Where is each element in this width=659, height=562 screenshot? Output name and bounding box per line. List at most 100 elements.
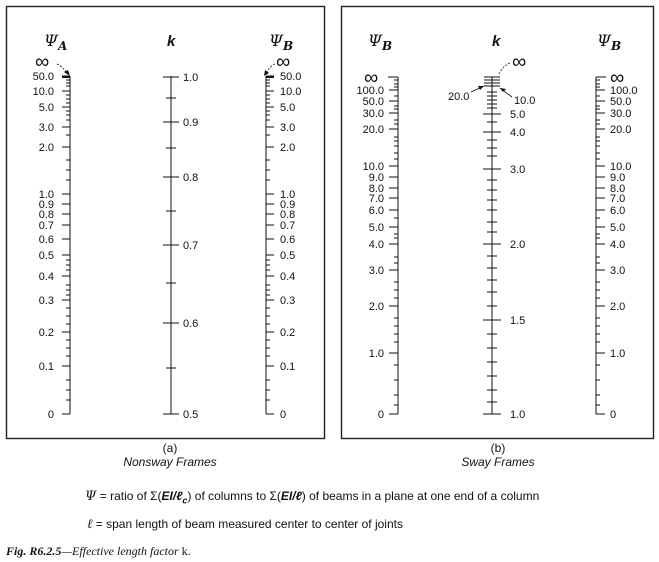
panel-b-psi-a-label: 7.0	[369, 193, 384, 205]
panel-b-psi-a-label: 4.0	[369, 239, 384, 251]
panel-a-psi-b-label: 0.8	[280, 209, 295, 221]
panel-a-psi-a-label: 3.0	[39, 122, 54, 134]
panel-a-k-label: 0.5	[183, 409, 198, 421]
panel-b-psi-b-label: 30.0	[610, 108, 631, 120]
panel-b-psi-a-label: 30.0	[363, 108, 384, 120]
panel-b-psi-b-label: 10.0	[610, 161, 631, 173]
panel-b-psi-b-label: 7.0	[610, 193, 625, 205]
panel-a-k-header: k	[167, 33, 176, 50]
panel-b-caption-letter: (b)	[490, 441, 506, 455]
legend-psi-sub-1: c	[182, 495, 188, 506]
panel-a-psi-b-label: 5.0	[280, 102, 295, 114]
panel-a-psi-a-label: 5.0	[39, 102, 54, 114]
panel-b-psi-b-ticks	[596, 76, 606, 415]
panel-a-psi-a-label: 0.2	[39, 327, 54, 339]
panel-b-frame	[340, 5, 655, 440]
panel-a-psi-b-ticks	[266, 75, 274, 415]
panel-a-psi-b-label: 0.2	[280, 327, 295, 339]
panel-a-k-label: 0.6	[183, 318, 198, 330]
panel-a-k-label: 1.0	[183, 72, 198, 84]
legend-psi-definition: Ψ = ratio of Σ(EI/ℓc) of columns to Σ(EI…	[85, 489, 539, 505]
panel-b-psi-b-label: 5.0	[610, 222, 625, 234]
panel-b-psi-a-label: 1.0	[369, 348, 384, 360]
panel-a-psi-b-label: 0.4	[280, 271, 295, 283]
panel-a-psi-a-label: 0	[48, 409, 54, 421]
panel-b-k-10-arrowhead	[500, 88, 506, 92]
panel-a-psi-a-label: 0.4	[39, 271, 54, 283]
panel-b-infinity-right: ∞	[610, 67, 624, 89]
panel-b-psi-b-labels: 100.0 50.0 30.0 20.0 10.0 9.0 8.0 7.0 6.…	[610, 85, 638, 421]
panel-a-k-label: 0.8	[183, 172, 198, 184]
panel-a-psi-b-label: 0.6	[280, 234, 295, 246]
panel-b-psi-b-header: ΨB	[597, 31, 621, 53]
panel-a-psi-b-labels: 50.0 10.0 5.0 3.0 2.0 1.0 0.9 0.8 0.7 0.…	[280, 71, 301, 421]
panel-a-psi-b-label: 10.0	[280, 86, 301, 98]
panel-a-psi-a-label: 50.0	[33, 71, 54, 83]
legend-psi-text-3: ) of beams in a plane at one end of a co…	[301, 489, 540, 503]
panel-b-psi-a-label: 20.0	[363, 124, 384, 136]
panel-b-caption: (b) Sway Frames	[438, 441, 558, 469]
legend-ell-equals: =	[95, 517, 103, 531]
panel-b-k-leader	[498, 62, 511, 75]
panel-a-psi-b-label: 50.0	[280, 71, 301, 83]
panel-a-psi-b-label: 0.1	[280, 361, 295, 373]
panel-a-psi-a-label: 0.6	[39, 234, 54, 246]
panel-a-frame	[5, 5, 326, 440]
panel-a-psi-b-label: 3.0	[280, 122, 295, 134]
legend-psi-bold-1: EI/ℓ	[161, 489, 183, 503]
legend-ell-definition: ℓ = span length of beam measured center …	[87, 516, 403, 532]
panel-b-k-label: 3.0	[510, 164, 525, 176]
panel-b-psi-b-label: 3.0	[610, 265, 625, 277]
panel-a-psi-b-label: 0.9	[280, 199, 295, 211]
panel-b-psi-b-label: 0	[610, 409, 616, 421]
panel-a-caption-letter: (a)	[162, 441, 178, 455]
panel-b-k-label: 1.5	[510, 315, 525, 327]
panel-b-psi-a-labels: 100.0 50.0 30.0 20.0 10.0 9.0 8.0 7.0 6.…	[356, 85, 384, 421]
panel-b-k-ticks	[483, 91, 501, 415]
panel-a-k-labels: 1.0 0.9 0.8 0.7 0.6 0.5	[183, 72, 198, 421]
panel-b-psi-b-label: 1.0	[610, 348, 625, 360]
panel-b-psi-a-header: ΨB	[368, 31, 392, 53]
legend-psi-equals: =	[99, 489, 107, 503]
panel-b-psi-a-ticks	[388, 76, 398, 415]
panel-a-infinity-right: ∞	[276, 51, 290, 73]
legend-psi-text-2: ) of columns to Σ(	[187, 489, 281, 503]
panel-b-infinity-left: ∞	[364, 67, 378, 89]
panel-b-psi-a-label: 8.0	[369, 183, 384, 195]
figure-caption-text: —Effective length factor	[61, 544, 182, 558]
figure-caption-k: k.	[181, 544, 191, 558]
panel-a-psi-b-label: 2.0	[280, 142, 295, 154]
panel-b-psi-b-label: 100.0	[610, 85, 638, 97]
panel-a-psi-b-label: 1.0	[280, 189, 295, 201]
panel-a-right-leader	[266, 63, 276, 73]
panel-b-psi-a-label: 2.0	[369, 301, 384, 313]
panel-a-psi-a-label: 0.1	[39, 361, 54, 373]
panel-a-k-label: 0.9	[183, 117, 198, 129]
panel-b-k-label: 5.0	[510, 109, 525, 121]
panel-b-psi-b-label: 8.0	[610, 183, 625, 195]
panel-b-psi-a-label: 9.0	[369, 172, 384, 184]
panel-b-psi-b-label: 6.0	[610, 205, 625, 217]
legend-ell-symbol: ℓ	[87, 517, 93, 532]
panel-a-k-ticks	[163, 76, 179, 415]
panel-a-left-arrowhead	[64, 70, 70, 76]
panel-a-caption: (a) Nonsway Frames	[110, 441, 230, 469]
panel-b-psi-b-label: 20.0	[610, 124, 631, 136]
panel-b-k-label: 1.0	[510, 409, 525, 421]
panel-a-psi-b-header: ΨB	[269, 31, 293, 53]
panel-b-psi-a-label: 0	[378, 409, 384, 421]
panel-a-right-arrowhead	[264, 70, 269, 76]
figure-caption: Fig. R6.2.5—Effective length factor k.	[6, 544, 191, 559]
legend-psi-bold-2: EI/ℓ	[280, 489, 302, 503]
panel-a-psi-b-label: 0.7	[280, 220, 295, 232]
panel-a-k-label: 0.7	[183, 240, 198, 252]
panel-b-k-label: 10.0	[514, 95, 535, 107]
panel-b-psi-a-label: 50.0	[363, 96, 384, 108]
panel-b-psi-a-label: 10.0	[363, 161, 384, 173]
panel-b-k-20-arrowhead	[478, 86, 484, 90]
panel-a-psi-b-label: 0	[280, 409, 286, 421]
panel-b-psi-a-label: 100.0	[356, 85, 384, 97]
panel-b-psi-b-label: 50.0	[610, 96, 631, 108]
panel-a-caption-title: Nonsway Frames	[123, 455, 217, 469]
